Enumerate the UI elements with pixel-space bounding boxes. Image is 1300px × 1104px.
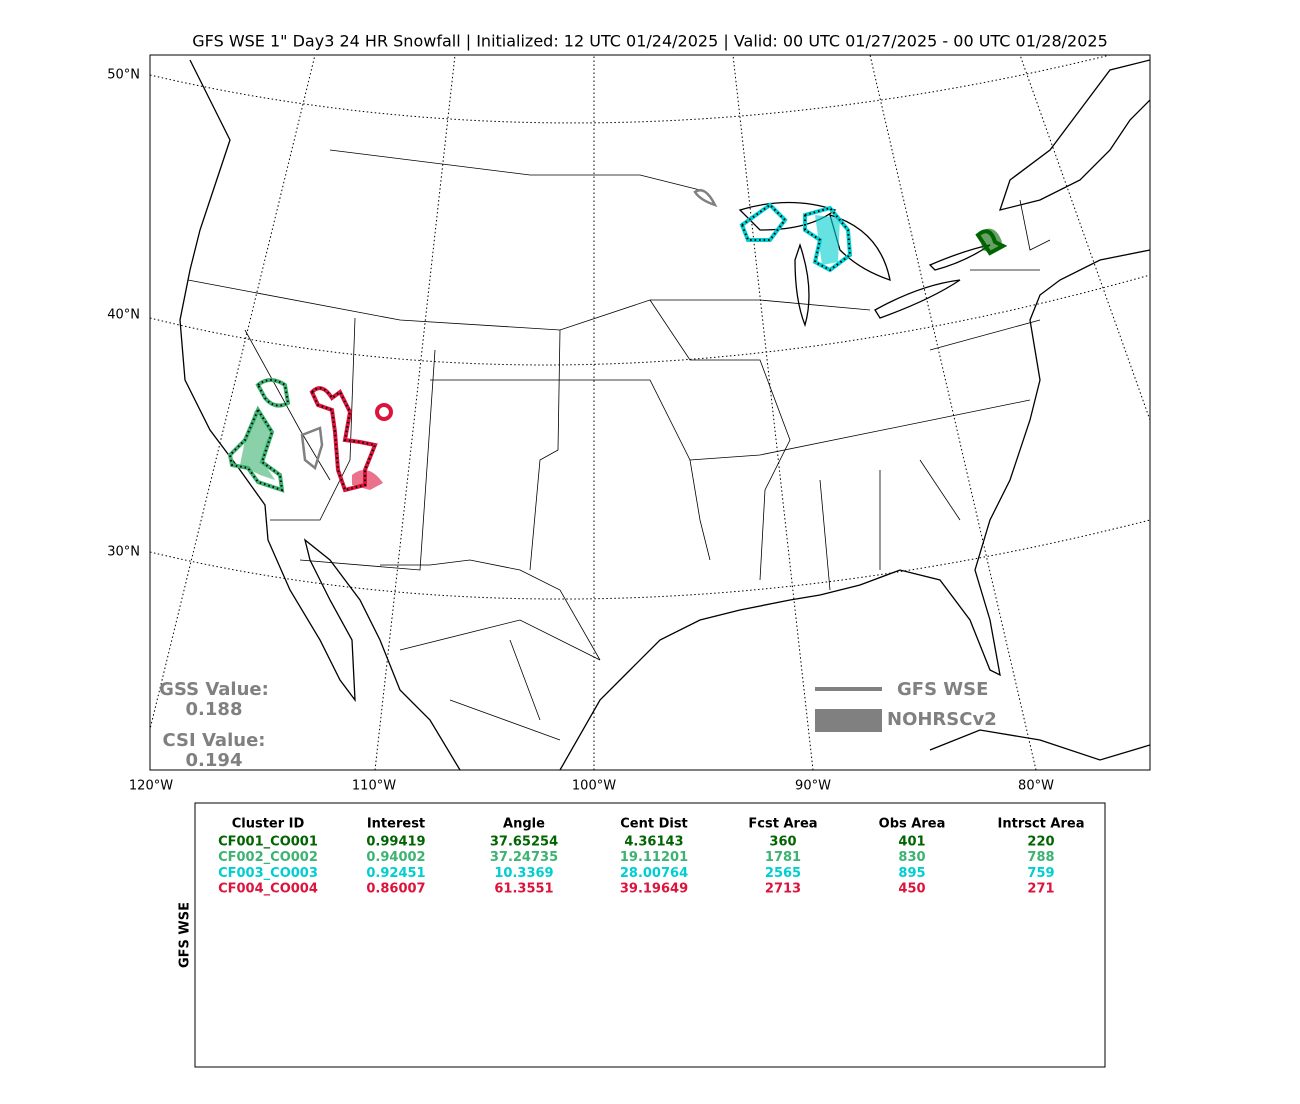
table-cell: 19.11201 [620,850,688,865]
title: GFS WSE 1" Day3 24 HR Snowfall | Initial… [192,32,1108,51]
table-cell: 401 [898,835,925,850]
table-cell: CF002_CO002 [218,850,318,865]
table-cell: 4.36143 [624,835,683,850]
table-cell: 0.92451 [366,866,425,881]
table: GFS WSE Cluster ID Interest Angle Cent Dist… [178,802,1106,1068]
table-cell: CF003_CO003 [218,866,318,881]
column-header: Fcst Area [748,817,817,832]
lat-label: 50°N [107,68,140,83]
table-cell: CF004_CO004 [218,882,318,897]
table-cell: 895 [898,866,925,881]
column-header: Obs Area [879,817,946,832]
table-cell: 0.86007 [366,882,425,897]
table-cell: 0.94002 [366,850,425,865]
table-cell: 360 [769,835,796,850]
column-header: Interest [367,817,425,832]
table-cell: 759 [1027,866,1054,881]
table-cell: 37.24735 [490,850,558,865]
table-cell: CF001_CO001 [218,835,318,850]
lon-label: 80°W [1018,779,1054,794]
csi-label: CSI Value: [163,730,266,751]
lon-label: 100°W [572,779,616,794]
table-cell: 2713 [765,882,801,897]
table-cell: 37.65254 [490,835,558,850]
table-cell: 10.3369 [494,866,553,881]
table-cell: 61.3551 [494,882,553,897]
table-cell: 28.00764 [620,866,688,881]
table-cell: 830 [898,850,925,865]
column-header: Intrsct Area [998,817,1085,832]
lon-label: 110°W [352,779,396,794]
table-cell: 1781 [765,850,801,865]
gss-value: 0.188 [186,699,243,720]
legend-label: GFS WSE [897,679,988,700]
lon-label: 90°W [795,779,831,794]
column-header: Cent Dist [620,817,688,832]
table-cell: 788 [1027,850,1054,865]
column-header: Cluster ID [232,817,305,832]
table-cell: 2565 [765,866,801,881]
table-side-label: GFS WSE [178,902,193,968]
lat-label: 40°N [107,308,140,323]
table-cell: 450 [898,882,925,897]
lat-label: 30°N [107,545,140,560]
csi-value: 0.194 [186,750,243,771]
table-cell: 39.19649 [620,882,688,897]
map: 50°N 40°N 30°N 120°W 110°W 100°W 90°W 80… [107,54,1151,794]
table-cell: 0.99419 [366,835,425,850]
table-cell: 271 [1027,882,1054,897]
column-header: Angle [503,817,545,832]
legend-fill-swatch [815,709,882,732]
lon-label: 120°W [129,779,173,794]
gss-label: GSS Value: [159,679,269,700]
legend-label: NOHRSCv2 [887,709,997,730]
table-cell: 220 [1027,835,1054,850]
